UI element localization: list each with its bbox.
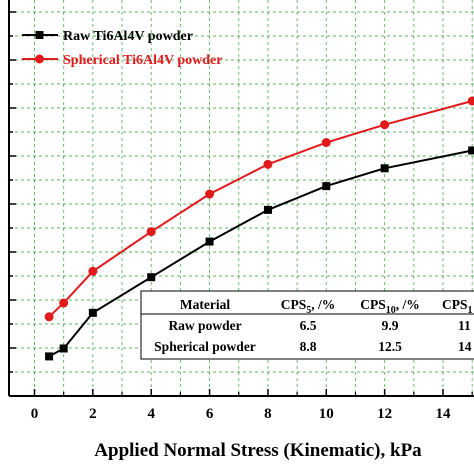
data-point-raw [88, 308, 97, 317]
legend-label-raw: Raw Ti6Al4V powder [63, 29, 193, 44]
x-tick-label: 2 [89, 406, 97, 422]
x-tick-label: 12 [377, 406, 392, 422]
series-line-spherical [48, 100, 473, 318]
data-point-raw [45, 352, 54, 361]
data-point-raw [263, 205, 272, 214]
data-point-spherical [467, 96, 474, 106]
data-point-spherical [146, 227, 156, 237]
y-ticks [9, 11, 16, 373]
data-point-raw [380, 164, 389, 173]
table-cell-spherical-cps5: 8.8 [300, 339, 317, 354]
x-axis-title: Applied Normal Stress (Kinematic), kPa [94, 440, 422, 461]
data-point-raw [59, 344, 68, 353]
x-tick-label: 0 [31, 406, 39, 422]
table-header-cps5: CPS5, /% [281, 297, 336, 316]
table-cell-spherical-cps-partial: 14 [458, 339, 472, 354]
data-point-spherical [321, 138, 331, 148]
data-point-raw [205, 237, 214, 246]
table-header-material: Material [180, 297, 230, 312]
x-tick-label: 4 [147, 406, 155, 422]
legend-label-spherical: Spherical Ti6Al4V powder [63, 53, 222, 68]
table-cell-spherical-cps10: 12.5 [378, 339, 402, 354]
x-tick-label: 6 [206, 406, 214, 422]
table-header-cps-partial: CPS1 [442, 297, 473, 316]
data-point-spherical [205, 189, 215, 199]
table-cell-raw-cps10: 9.9 [382, 318, 399, 333]
table-cell-raw-cps5: 6.5 [300, 318, 317, 333]
legend: Raw Ti6Al4V powder Spherical Ti6Al4V pow… [22, 29, 222, 68]
data-point-spherical [380, 120, 390, 130]
data-point-spherical [263, 159, 273, 169]
table-cell-spherical-material: Spherical powder [154, 339, 256, 354]
data-point-raw [147, 273, 156, 282]
axes [8, 0, 474, 397]
inset-table: Material CPS5, /% CPS10, /% CPS1 Raw pow… [140, 290, 474, 360]
table-cell-raw-cps-partial: 11 [458, 318, 471, 333]
x-ticks: 0 2 4 6 8 10 12 14 [31, 389, 473, 422]
x-tick-label: 10 [319, 406, 334, 422]
x-tick-label: 8 [264, 406, 272, 422]
series-layer [44, 96, 474, 361]
x-tick-label: 14 [436, 406, 452, 422]
table-header-cps10: CPS10, /% [360, 297, 420, 316]
data-point-spherical [44, 312, 54, 322]
table-cell-raw-material: Raw powder [168, 318, 241, 333]
data-point-raw [322, 182, 331, 191]
data-point-raw [468, 146, 474, 155]
data-point-spherical [59, 298, 69, 308]
data-point-spherical [88, 266, 98, 276]
